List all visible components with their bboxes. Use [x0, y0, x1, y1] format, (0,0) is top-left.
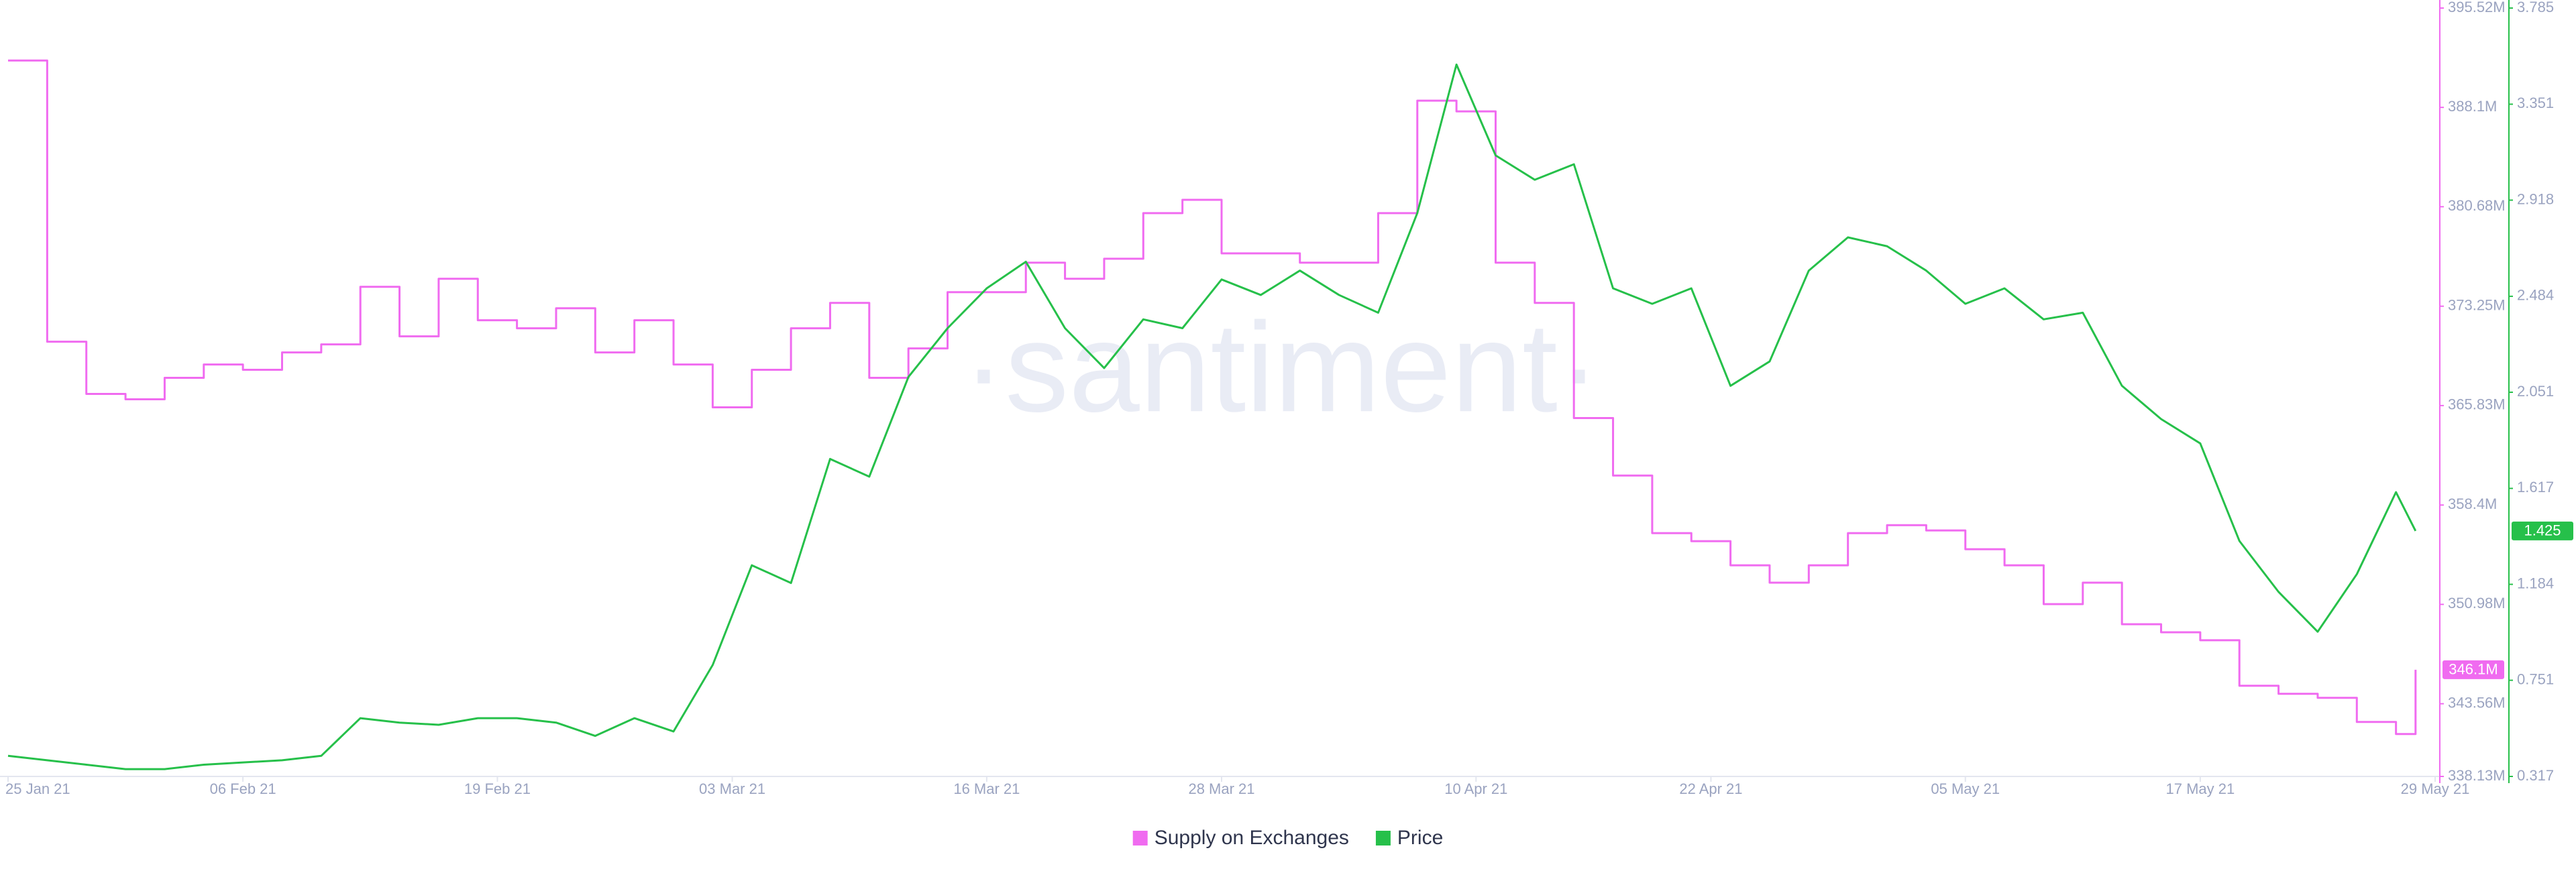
value-badge-label: 1.425	[2524, 522, 2561, 539]
y-tick-label: 380.68M	[2448, 197, 2506, 214]
y2-tick-label: 3.351	[2517, 95, 2554, 111]
legend-label: Price	[1397, 827, 1443, 849]
x-tick-label: 06 Feb 21	[210, 780, 276, 797]
x-tick-label: 19 Feb 21	[464, 780, 531, 797]
y2-tick-label: 0.751	[2517, 670, 2554, 687]
value-badge	[2443, 660, 2504, 679]
y2-tick-label: 2.051	[2517, 383, 2554, 400]
y-tick-label: 350.98M	[2448, 595, 2506, 611]
series-line	[8, 59, 2417, 736]
x-tick-label: 03 Mar 21	[699, 780, 765, 797]
y2-tick-label: 1.617	[2517, 479, 2554, 495]
y-tick-label: 338.13M	[2448, 767, 2506, 784]
y-tick-label: 358.4M	[2448, 495, 2497, 512]
y2-tick-label: 0.317	[2517, 767, 2554, 784]
x-tick-label: 17 May 21	[2166, 780, 2235, 797]
y-tick-label: 395.52M	[2448, 0, 2506, 15]
y-tick-label: 373.25M	[2448, 297, 2506, 314]
x-tick-label: 05 May 21	[1931, 780, 2000, 797]
watermark: ·santiment·	[963, 296, 1600, 439]
legend-swatch	[1132, 831, 1148, 845]
legend-label: Supply on Exchanges	[1155, 827, 1349, 849]
y2-tick-label: 1.184	[2517, 575, 2554, 591]
legend-swatch	[1375, 831, 1391, 845]
y2-tick-label: 3.785	[2517, 0, 2554, 15]
x-tick-label: 22 Apr 21	[1679, 780, 1742, 797]
y-tick-label: 343.56M	[2448, 694, 2506, 711]
y2-tick-label: 2.484	[2517, 287, 2554, 304]
value-badge-label: 346.1M	[2449, 661, 2498, 678]
x-tick-label: 10 Apr 21	[1444, 780, 1507, 797]
x-tick-label: 28 Mar 21	[1188, 780, 1254, 797]
value-badge	[2512, 521, 2573, 540]
y2-tick-label: 2.918	[2517, 190, 2554, 207]
y-tick-label: 388.1M	[2448, 98, 2497, 115]
x-tick-label: 16 Mar 21	[953, 780, 1020, 797]
y-tick-label: 365.83M	[2448, 396, 2506, 413]
x-tick-label: 29 May 21	[2401, 780, 2470, 797]
x-tick-label: 25 Jan 21	[5, 780, 70, 797]
series-line	[7, 63, 2417, 770]
